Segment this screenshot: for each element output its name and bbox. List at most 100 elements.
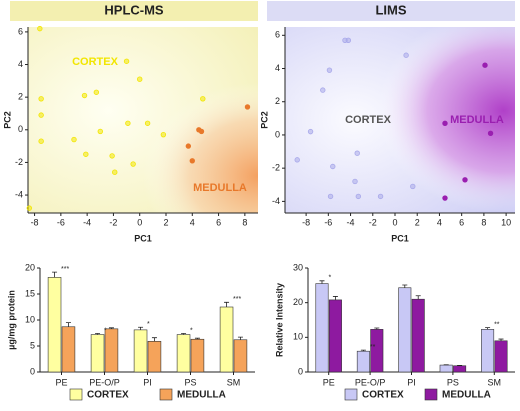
bar bbox=[399, 288, 411, 372]
data-point bbox=[112, 170, 117, 175]
chart-title: HPLC-MS bbox=[104, 2, 164, 17]
group-label: MEDULLA bbox=[193, 182, 247, 194]
bar bbox=[481, 329, 493, 372]
bar bbox=[177, 335, 190, 372]
bar bbox=[48, 277, 61, 372]
y-tick-label: 0 bbox=[18, 124, 23, 134]
data-point bbox=[84, 152, 89, 157]
bar bbox=[148, 341, 161, 372]
data-point bbox=[404, 53, 409, 58]
data-point bbox=[463, 177, 468, 182]
x-tick-label: 0 bbox=[392, 217, 397, 227]
data-point bbox=[27, 206, 32, 211]
legend-label: CORTEX bbox=[87, 390, 129, 401]
x-tick-label: 6 bbox=[216, 217, 221, 227]
x-tick-label: 10 bbox=[501, 217, 511, 227]
significance-label: * bbox=[190, 327, 193, 334]
bar bbox=[134, 330, 147, 372]
significance-label: ** bbox=[370, 344, 376, 351]
y-tick-label: -2 bbox=[15, 157, 23, 167]
bar bbox=[316, 284, 328, 372]
error-bar bbox=[224, 302, 229, 307]
y-tick-label: 10 bbox=[293, 332, 303, 342]
data-point bbox=[355, 151, 360, 156]
x-tick-label: 4 bbox=[190, 217, 195, 227]
x-tick-label: -6 bbox=[57, 217, 65, 227]
y-axis-label: Relative Intensity bbox=[274, 283, 284, 357]
x-tick-label: PS bbox=[447, 377, 459, 387]
data-point bbox=[327, 68, 332, 73]
data-point bbox=[356, 194, 361, 199]
x-axis-label: PC1 bbox=[391, 233, 409, 243]
data-point bbox=[320, 88, 325, 93]
x-tick-label: 4 bbox=[437, 217, 442, 227]
x-tick-label: 6 bbox=[459, 217, 464, 227]
x-tick-label: PE-O/P bbox=[355, 377, 386, 387]
error-bar bbox=[416, 296, 421, 299]
significance-label: ** bbox=[494, 321, 500, 328]
y-axis-label: µg/mg protein bbox=[6, 290, 16, 350]
data-point bbox=[94, 90, 99, 95]
y-axis-label: PC2 bbox=[2, 111, 12, 129]
data-point bbox=[98, 129, 103, 134]
significance-label: * bbox=[147, 321, 150, 328]
data-point bbox=[124, 59, 129, 64]
y-tick-label: 4 bbox=[18, 59, 23, 69]
bar bbox=[440, 365, 452, 372]
y-tick-label: 20 bbox=[293, 297, 303, 307]
data-point bbox=[126, 121, 131, 126]
data-point bbox=[110, 154, 115, 159]
x-tick-label: -4 bbox=[83, 217, 91, 227]
error-bar bbox=[319, 281, 324, 284]
data-point bbox=[199, 129, 204, 134]
data-point bbox=[488, 131, 493, 136]
chart-title: LIMS bbox=[375, 2, 406, 17]
legend-swatch bbox=[425, 389, 437, 400]
x-tick-label: SM bbox=[227, 377, 241, 387]
data-point bbox=[346, 38, 351, 43]
x-tick-label: -8 bbox=[302, 217, 310, 227]
data-point bbox=[443, 196, 448, 201]
group-label: CORTEX bbox=[72, 56, 119, 68]
x-tick-label: PE bbox=[55, 377, 67, 387]
y-tick-label: 5 bbox=[30, 340, 35, 350]
x-tick-label: -4 bbox=[347, 217, 355, 227]
data-point bbox=[378, 194, 383, 199]
data-point bbox=[353, 179, 358, 184]
bar bbox=[329, 300, 341, 372]
y-tick-label: 0 bbox=[275, 129, 280, 139]
x-tick-label: PE-O/P bbox=[89, 377, 120, 387]
significance-label: *** bbox=[233, 296, 241, 303]
data-point bbox=[145, 121, 150, 126]
bar bbox=[453, 366, 465, 372]
legend-swatch bbox=[345, 389, 357, 400]
x-tick-label: -2 bbox=[369, 217, 377, 227]
x-tick-label: PI bbox=[143, 377, 152, 387]
bar bbox=[412, 299, 424, 372]
data-point bbox=[190, 158, 195, 163]
significance-label: * bbox=[328, 275, 331, 282]
y-tick-label: 6 bbox=[18, 26, 23, 36]
data-point bbox=[161, 132, 166, 137]
x-axis-label: PC1 bbox=[134, 233, 152, 243]
x-tick-label: 0 bbox=[137, 217, 142, 227]
x-tick-label: -8 bbox=[31, 217, 39, 227]
bar bbox=[495, 341, 507, 372]
significance-label: *** bbox=[61, 266, 69, 273]
x-tick-label: PI bbox=[407, 377, 416, 387]
data-point bbox=[328, 194, 333, 199]
data-point bbox=[72, 137, 77, 142]
x-tick-label: 2 bbox=[163, 217, 168, 227]
data-point bbox=[330, 164, 335, 169]
y-tick-label: 30 bbox=[293, 262, 303, 272]
error-bar bbox=[66, 323, 71, 327]
data-point bbox=[39, 96, 44, 101]
bar bbox=[234, 340, 247, 372]
x-tick-label: SM bbox=[488, 377, 502, 387]
x-tick-label: -6 bbox=[324, 217, 332, 227]
legend-label: CORTEX bbox=[362, 390, 404, 401]
data-point bbox=[186, 144, 191, 149]
legend-label: MEDULLA bbox=[177, 390, 226, 401]
data-point bbox=[410, 184, 415, 189]
